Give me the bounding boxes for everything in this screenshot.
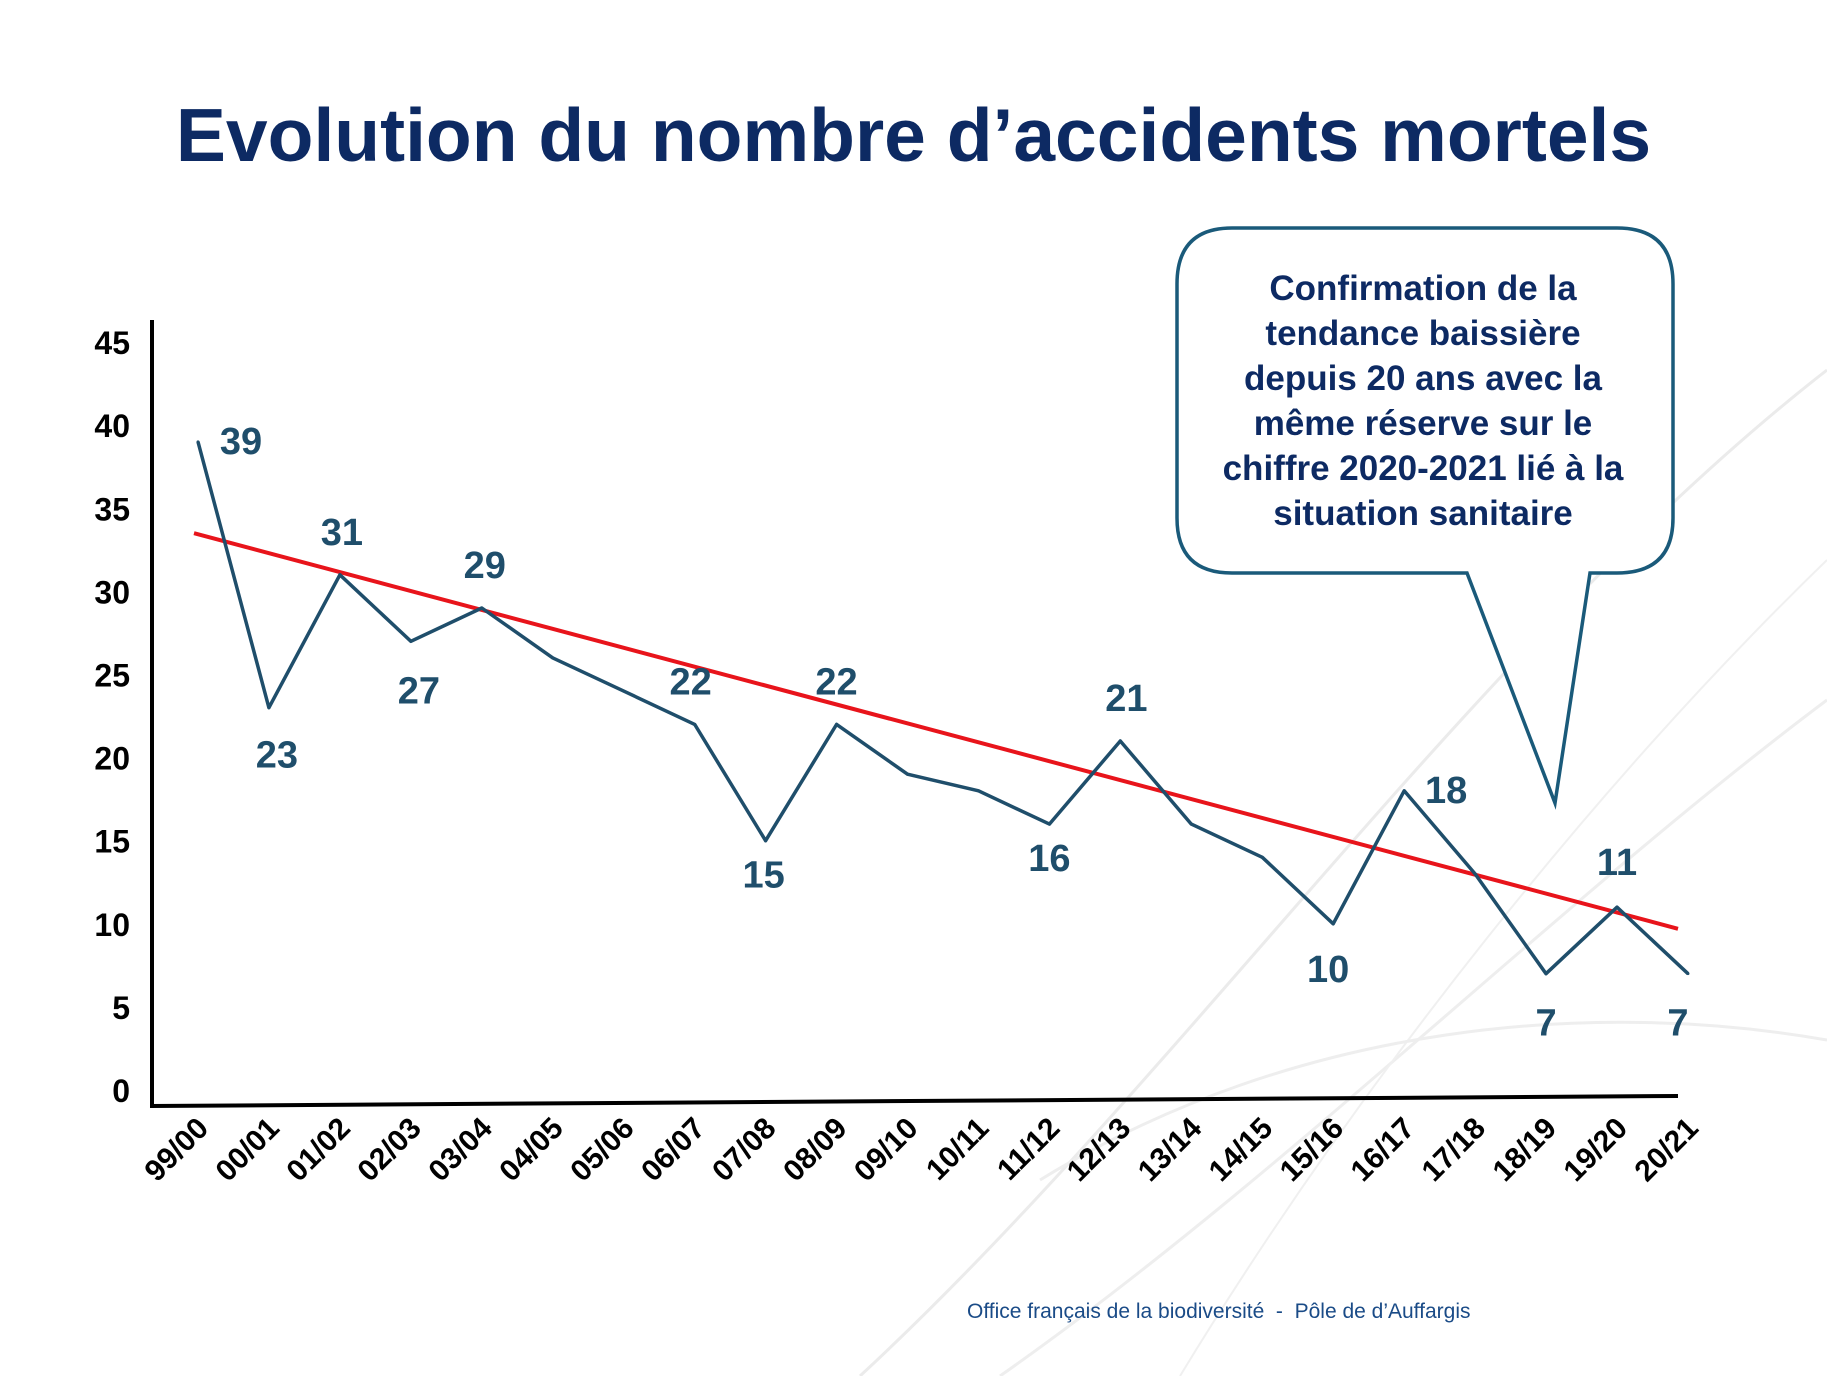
x-tick-label: 15/16 [1274, 1112, 1350, 1188]
data-point [835, 722, 839, 726]
data-label: 39 [220, 421, 262, 463]
x-tick-label: 18/19 [1487, 1112, 1563, 1188]
x-tick-label: 09/10 [848, 1112, 924, 1188]
y-tick-label: 0 [112, 1073, 130, 1109]
x-tick-label: 10/11 [920, 1112, 995, 1187]
x-tick-label: 05/06 [564, 1112, 640, 1188]
x-axis-ticks: 99/0000/0101/0202/0303/0404/0505/0606/07… [139, 1111, 1705, 1188]
data-label: 22 [670, 661, 712, 703]
data-label: 21 [1105, 678, 1147, 720]
data-point [764, 839, 768, 843]
data-point [693, 722, 697, 726]
x-tick-label: 14/15 [1203, 1112, 1279, 1188]
y-tick-label: 15 [94, 824, 130, 860]
data-point [1260, 855, 1264, 859]
data-label: 31 [321, 512, 363, 554]
data-point [622, 689, 626, 693]
data-label: 10 [1307, 949, 1349, 991]
callout-line: tendance baissière [1265, 314, 1581, 353]
x-tick-label: 06/07 [635, 1112, 711, 1188]
x-tick-label: 01/02 [280, 1112, 356, 1188]
x-tick-label: 02/03 [351, 1112, 427, 1188]
data-point [338, 573, 342, 577]
x-tick-label: 07/08 [706, 1112, 782, 1188]
x-axis-line [149, 1094, 1679, 1108]
x-tick-label: 03/04 [422, 1111, 499, 1188]
callout-bubble [1175, 226, 1675, 810]
callout-text: Confirmation de la tendance baissière de… [1188, 266, 1658, 536]
data-point [1544, 972, 1548, 976]
callout-line: situation sanitaire [1273, 494, 1573, 533]
x-tick-label: 99/00 [139, 1112, 215, 1188]
data-point [1047, 822, 1051, 826]
data-label: 7 [1535, 1003, 1556, 1045]
y-tick-label: 5 [112, 990, 130, 1026]
data-label: 27 [398, 670, 440, 712]
data-point [1118, 739, 1122, 743]
x-tick-label: 19/20 [1558, 1112, 1634, 1188]
series-layer [196, 440, 1690, 976]
y-tick-label: 30 [94, 574, 130, 610]
data-point [1473, 872, 1477, 876]
x-tick-label: 00/01 [209, 1112, 285, 1188]
data-point [551, 656, 555, 660]
footer-credit: Office français de la biodiversité - Pôl… [967, 1300, 1471, 1323]
data-label: 18 [1425, 770, 1467, 812]
series-line [196, 441, 1690, 976]
data-point [1686, 972, 1690, 976]
y-tick-label: 40 [94, 408, 130, 444]
data-point [906, 772, 909, 776]
data-label: 11 [1597, 842, 1637, 884]
page-title: Evolution du nombre d’accidents mortels [175, 93, 1652, 177]
y-axis-ticks: 0 5 10 15 20 25 30 35 40 45 [94, 325, 130, 1109]
data-label: 23 [256, 735, 298, 777]
y-tick-label: 45 [94, 325, 130, 361]
data-point [1402, 789, 1406, 793]
data-point [267, 706, 271, 710]
data-point [196, 440, 200, 444]
x-tick-label: 04/05 [493, 1112, 569, 1188]
data-label: 29 [464, 545, 506, 587]
x-tick-label: 20/21 [1628, 1112, 1704, 1188]
data-point [976, 789, 980, 793]
callout-line: Confirmation de la [1269, 269, 1577, 308]
data-point [1615, 905, 1619, 909]
data-label: 16 [1028, 838, 1070, 880]
data-label: 15 [742, 855, 784, 897]
x-tick-label: 12/13 [1061, 1112, 1137, 1188]
data-point [409, 639, 413, 643]
x-tick-label: 11/12 [991, 1112, 1066, 1187]
y-tick-label: 25 [94, 658, 130, 694]
x-tick-label: 08/09 [777, 1112, 853, 1188]
x-tick-label: 17/18 [1416, 1112, 1492, 1188]
data-label: 7 [1667, 1003, 1688, 1045]
trend-line [193, 531, 1679, 931]
callout-line: même réserve sur le [1253, 404, 1593, 443]
y-tick-label: 10 [94, 907, 130, 943]
x-tick-label: 16/17 [1345, 1112, 1421, 1188]
callout-line: chiffre 2020-2021 lié à la [1222, 449, 1624, 488]
data-label: 22 [815, 661, 857, 703]
trend-layer [193, 531, 1679, 931]
y-tick-label: 20 [94, 741, 130, 777]
data-labels: 39 23 31 27 29 22 15 22 16 21 10 18 7 11 7 [220, 421, 1689, 1045]
data-point [1331, 922, 1335, 926]
callout-line: depuis 20 ans avec la [1244, 359, 1602, 398]
data-point [1189, 822, 1193, 826]
data-point [480, 606, 484, 610]
chart-axes [149, 320, 1679, 1108]
y-tick-label: 35 [94, 491, 130, 527]
